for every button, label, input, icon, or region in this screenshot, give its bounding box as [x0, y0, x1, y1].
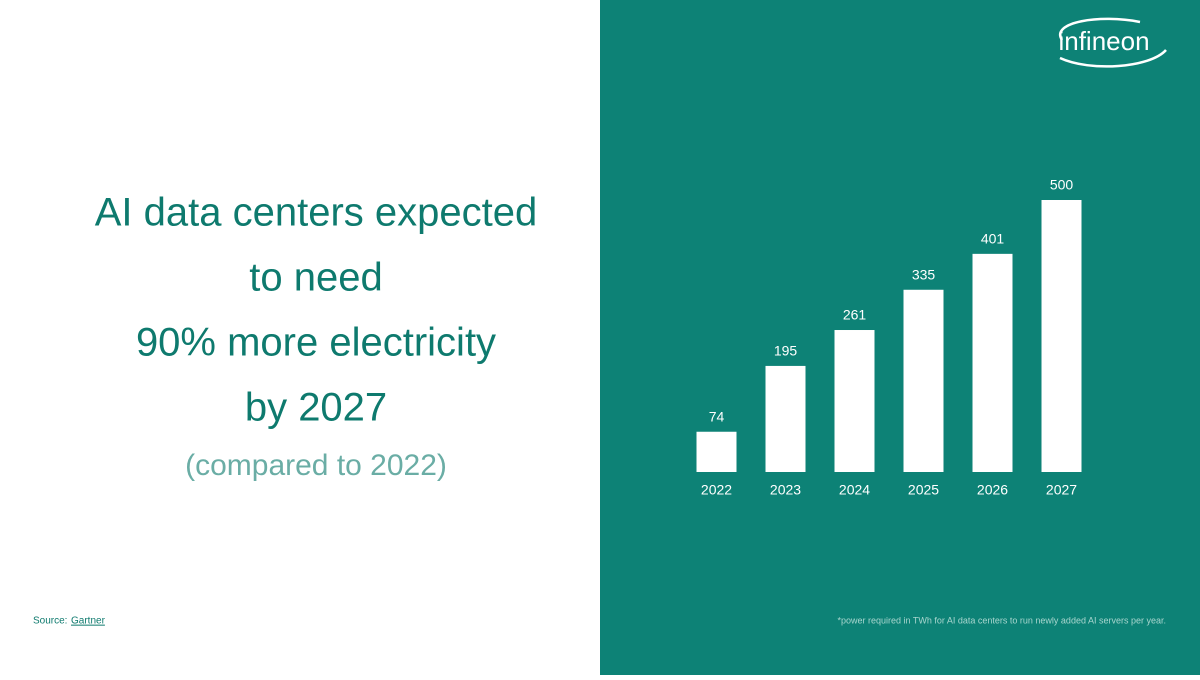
value-label: 500 — [1050, 177, 1074, 193]
bar — [1041, 200, 1082, 472]
logo-text: infineon — [1058, 26, 1149, 56]
headline-line: AI data centers expected — [95, 191, 538, 235]
bar — [903, 289, 944, 472]
source-label: Source: — [33, 616, 67, 627]
value-label: 335 — [912, 266, 936, 282]
headline-line: by 2027 — [245, 386, 387, 430]
bar — [765, 365, 806, 472]
footnote: *power required in TWh for AI data cente… — [837, 615, 1166, 625]
value-label: 261 — [843, 307, 867, 323]
x-tick-label: 2024 — [839, 482, 870, 498]
bar — [972, 253, 1013, 472]
headline-line: to need — [249, 256, 382, 300]
value-label: 401 — [981, 231, 1005, 247]
x-tick-label: 2025 — [908, 482, 939, 498]
logo: infineon — [1058, 17, 1167, 68]
source-link[interactable]: Gartner — [71, 616, 106, 627]
logo-swoosh — [1058, 17, 1167, 68]
right-panel — [600, 0, 1200, 675]
left-panel — [0, 0, 600, 675]
subheadline: (compared to 2022) — [185, 449, 447, 482]
x-tick-label: 2023 — [770, 482, 801, 498]
x-tick-label: 2027 — [1046, 482, 1077, 498]
x-tick-label: 2026 — [977, 482, 1008, 498]
value-label: 74 — [709, 408, 725, 424]
x-tick-label: 2022 — [701, 482, 732, 498]
headline: AI data centers expected to need 90% mor… — [95, 191, 538, 430]
headline-line: 90% more electricity — [136, 321, 496, 365]
bar — [696, 431, 737, 472]
bar — [834, 330, 875, 472]
value-label: 195 — [774, 343, 798, 359]
